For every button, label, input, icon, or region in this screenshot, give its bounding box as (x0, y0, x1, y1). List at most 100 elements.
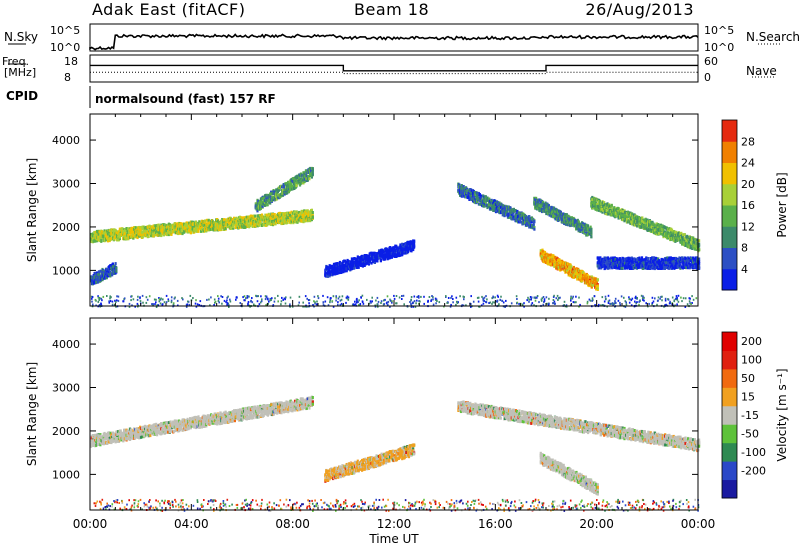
power-cell (331, 300, 334, 303)
power-cell (310, 208, 313, 212)
power-cell (473, 190, 476, 194)
power-cell (656, 303, 658, 306)
power-cell (518, 211, 521, 215)
power-cell (463, 296, 465, 298)
noise-right-tick-high: 10^5 (704, 24, 734, 37)
power-cell (116, 295, 118, 298)
power-cell (166, 233, 169, 237)
power-cell (287, 180, 290, 184)
power-cell (117, 235, 120, 239)
power-cell (170, 299, 173, 302)
power-cell (291, 305, 294, 308)
power-cell (154, 224, 157, 228)
power-cell (314, 301, 316, 304)
power-cell (134, 305, 136, 308)
power-cell (412, 301, 415, 304)
power-cell (500, 205, 503, 209)
power-cell (586, 302, 589, 305)
power-cell (273, 213, 276, 216)
power-cell (339, 303, 342, 306)
power-cell (343, 269, 347, 273)
noise-left-tick-low: 10^0 (50, 41, 80, 54)
power-cell (409, 301, 411, 303)
power-cell (293, 177, 296, 181)
power-cell (565, 305, 568, 308)
power-cell (413, 244, 416, 248)
power-cell (688, 300, 691, 303)
power-cell (598, 199, 601, 203)
power-cell (412, 305, 415, 308)
power-cell (353, 266, 356, 270)
power-cell (199, 300, 202, 303)
power-cell (481, 295, 483, 298)
power-cell (477, 300, 480, 303)
power-cell (155, 306, 158, 308)
power-cell (643, 299, 645, 302)
power-cell (139, 300, 142, 303)
power-cell (235, 222, 238, 226)
power-cell (651, 296, 654, 299)
power-cell (431, 295, 433, 297)
power-cell (651, 302, 654, 304)
power-cell (220, 295, 222, 298)
power-cell (413, 241, 416, 245)
power-cell (261, 298, 263, 301)
power-cell (338, 260, 341, 264)
power-cell (313, 300, 315, 303)
power-cell (94, 239, 97, 243)
power-cell (308, 302, 310, 305)
power-cell (576, 277, 579, 281)
power-cell (518, 302, 520, 305)
power-cell (257, 295, 259, 298)
power-cell (565, 304, 568, 307)
power-cell (656, 299, 659, 302)
power-cell (462, 185, 465, 188)
power-cell (370, 261, 373, 265)
power-cell (106, 295, 108, 297)
power-cell (288, 185, 291, 188)
power-cell (282, 298, 284, 301)
power-cell (136, 236, 139, 240)
power-cell (269, 201, 272, 205)
power-cell (614, 297, 617, 300)
power-cell (151, 303, 153, 306)
power-cell (341, 295, 344, 298)
power-cell (393, 246, 396, 250)
power-cell (596, 286, 599, 290)
power-cell (465, 304, 467, 307)
power-cell (285, 183, 288, 187)
power-cell (146, 298, 149, 301)
power-cell (327, 304, 330, 307)
power-cell (237, 220, 240, 224)
power-cell (284, 298, 286, 301)
power-cell (494, 209, 498, 213)
power-cell (338, 268, 341, 272)
power-cell (153, 228, 156, 232)
power-cell (118, 235, 121, 239)
power-cell (638, 303, 640, 306)
power-cell (602, 304, 604, 307)
power-cell (172, 302, 175, 305)
power-cell (607, 302, 610, 304)
power-cell (229, 300, 232, 303)
power-cell (529, 298, 531, 301)
power-cell (636, 301, 638, 304)
power-cell (322, 301, 325, 304)
power-cell (163, 301, 166, 304)
power-cell (460, 184, 463, 187)
power-cell (246, 221, 249, 225)
power-cell (489, 301, 492, 304)
power-cell (614, 300, 616, 303)
power-cell (372, 258, 375, 262)
power-cell (684, 306, 687, 308)
power-cell (620, 295, 623, 298)
power-cell (585, 227, 588, 231)
power-cell (117, 299, 120, 302)
power-cell (346, 295, 349, 298)
power-cell (544, 201, 547, 205)
power-cell (492, 296, 495, 299)
power-cell (486, 298, 488, 301)
power-cell (615, 301, 617, 304)
power-cell (314, 302, 316, 305)
power-cell (260, 222, 263, 226)
